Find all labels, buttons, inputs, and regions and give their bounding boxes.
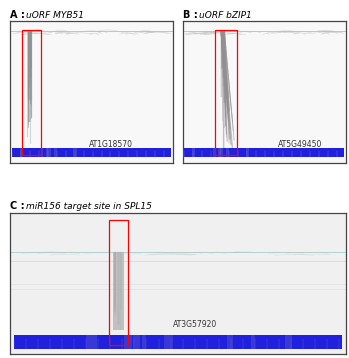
Bar xyxy=(46,147,49,158)
Bar xyxy=(213,147,216,158)
Bar xyxy=(220,147,223,158)
Bar xyxy=(192,147,195,158)
Text: AT5G49450: AT5G49450 xyxy=(278,140,322,149)
Bar xyxy=(41,147,43,158)
Bar xyxy=(142,335,146,349)
Bar xyxy=(215,30,237,155)
Bar xyxy=(14,335,342,349)
Bar xyxy=(251,335,255,349)
Text: B :: B : xyxy=(183,10,201,20)
Bar xyxy=(109,220,128,344)
Text: uORF bZIP1: uORF bZIP1 xyxy=(199,11,251,20)
Bar xyxy=(22,30,42,155)
Bar xyxy=(246,147,250,158)
Bar xyxy=(218,147,221,158)
Bar xyxy=(285,335,292,349)
Bar xyxy=(20,147,23,158)
Bar xyxy=(124,335,132,349)
Bar xyxy=(73,147,77,158)
Bar xyxy=(185,147,344,158)
Bar xyxy=(164,335,173,349)
Bar xyxy=(227,335,233,349)
Bar xyxy=(113,252,124,330)
Bar xyxy=(133,335,140,349)
Text: uORF MYB51: uORF MYB51 xyxy=(26,11,84,20)
Text: AT3G57920: AT3G57920 xyxy=(173,320,217,329)
Bar xyxy=(86,335,97,349)
Bar xyxy=(47,147,51,158)
Text: A :: A : xyxy=(10,10,29,20)
Text: AT1G18570: AT1G18570 xyxy=(89,140,133,149)
Bar xyxy=(12,147,171,158)
Text: C :: C : xyxy=(10,201,29,211)
Bar xyxy=(226,147,229,158)
Text: miR156 target site in SPL15: miR156 target site in SPL15 xyxy=(26,202,152,211)
Bar xyxy=(54,147,57,158)
